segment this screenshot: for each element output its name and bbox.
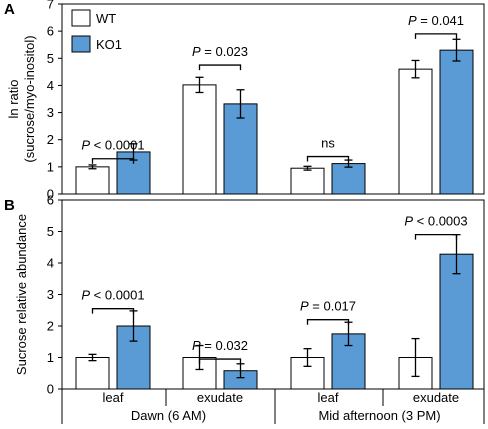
ko-bar <box>439 253 474 390</box>
significance-bracket <box>306 155 350 162</box>
y-tick-label: 5 <box>47 224 54 239</box>
x-category-label: leaf <box>103 390 124 405</box>
legend-swatch-ko <box>71 35 91 53</box>
y-tick-label: 5 <box>47 51 54 66</box>
x-category-label: exudate <box>197 390 243 405</box>
legend-label-wt: WT <box>96 11 116 26</box>
wt-bar <box>182 84 217 195</box>
y-tick-label: 6 <box>47 24 54 39</box>
y-tick-label: 1 <box>47 159 54 174</box>
significance-label: P = 0.023 <box>192 44 248 59</box>
significance-label: ns <box>321 136 335 151</box>
significance-bracket <box>91 308 135 314</box>
significance-bracket <box>414 33 458 39</box>
significance-bracket <box>306 319 350 325</box>
ko-bar <box>223 103 258 195</box>
y-tick-label: 3 <box>47 287 54 302</box>
significance-bracket <box>91 158 135 164</box>
y-tick-label: 4 <box>47 256 54 271</box>
y-axis-title-line1: ln ratio <box>6 79 21 118</box>
y-tick-label: 4 <box>47 78 54 93</box>
significance-label: P = 0.017 <box>300 299 356 314</box>
y-axis-title: Sucrose relative abundance <box>14 214 29 375</box>
wt-bar <box>398 68 433 195</box>
significance-bracket <box>414 234 458 240</box>
y-axis-title-line2: (sucrose/myo-inositol) <box>22 35 37 162</box>
wt-bar <box>75 357 110 390</box>
x-time-label: Dawn (6 AM) <box>131 408 206 423</box>
significance-label: P = 0.041 <box>408 13 464 28</box>
ko-bar <box>439 49 474 195</box>
x-time-label: Mid afternoon (3 PM) <box>318 408 440 423</box>
significance-label: P < 0.0001 <box>81 288 144 303</box>
x-category-label: leaf <box>318 390 339 405</box>
ko-bar <box>331 163 366 195</box>
wt-bar <box>290 167 325 195</box>
y-tick-label: 0 <box>47 187 54 202</box>
significance-label: P < 0.0001 <box>81 138 144 153</box>
y-tick-label: 1 <box>47 350 54 365</box>
significance-label: P = 0.032 <box>192 338 248 353</box>
significance-bracket <box>198 64 242 71</box>
y-tick-label: 2 <box>47 319 54 334</box>
wt-bar <box>75 166 110 195</box>
y-tick-label: 7 <box>47 0 54 12</box>
y-tick-label: 0 <box>47 382 54 397</box>
legend-label-ko: KO1 <box>96 37 122 52</box>
panel-A-frame <box>61 3 485 195</box>
significance-bracket <box>198 358 242 365</box>
y-tick-label: 2 <box>47 132 54 147</box>
x-category-label: exudate <box>413 390 459 405</box>
y-tick-label: 6 <box>47 193 54 208</box>
panel-letter-A: A <box>4 1 15 18</box>
legend-swatch-wt <box>71 9 91 27</box>
significance-label: P < 0.0003 <box>404 214 467 229</box>
panel-letter-B: B <box>4 197 15 214</box>
y-tick-label: 3 <box>47 105 54 120</box>
